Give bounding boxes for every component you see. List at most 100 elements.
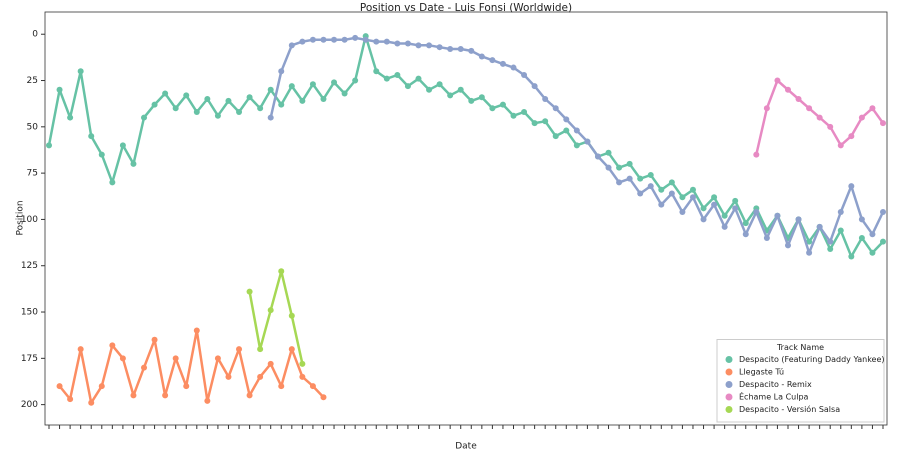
y-tick-label: 75 xyxy=(27,169,38,179)
point xyxy=(763,234,770,241)
point xyxy=(46,142,52,149)
point xyxy=(362,36,369,43)
point xyxy=(658,201,665,208)
point xyxy=(594,153,601,160)
series-line xyxy=(248,270,304,365)
point xyxy=(98,151,105,158)
point xyxy=(404,40,411,47)
point xyxy=(309,383,316,390)
y-tick-label: 0 xyxy=(32,30,38,40)
legend-label: Despacito - Remix xyxy=(739,380,812,389)
point xyxy=(510,112,517,119)
point xyxy=(309,36,316,43)
point xyxy=(172,355,179,362)
point xyxy=(616,179,623,186)
point xyxy=(436,44,443,51)
point xyxy=(67,114,74,121)
point xyxy=(288,83,295,90)
point xyxy=(373,38,380,45)
point xyxy=(267,307,274,314)
point xyxy=(499,60,506,67)
point xyxy=(816,114,823,121)
point xyxy=(426,42,433,49)
point xyxy=(848,183,855,190)
point xyxy=(806,105,813,112)
point xyxy=(447,92,454,99)
point xyxy=(573,142,580,149)
point xyxy=(236,109,243,116)
point xyxy=(193,109,200,116)
point xyxy=(478,53,485,60)
point xyxy=(468,97,475,104)
point xyxy=(415,42,422,49)
point xyxy=(415,75,422,82)
point xyxy=(225,373,232,380)
point xyxy=(563,116,570,123)
point xyxy=(341,36,348,43)
point xyxy=(331,79,338,86)
point xyxy=(563,127,570,134)
point xyxy=(521,109,528,116)
point xyxy=(278,268,285,275)
point xyxy=(151,101,158,108)
point xyxy=(489,57,496,64)
point xyxy=(426,86,433,93)
point xyxy=(162,90,169,97)
point xyxy=(711,194,718,201)
point xyxy=(56,383,63,390)
point xyxy=(478,94,485,101)
point xyxy=(162,392,169,399)
legend-box xyxy=(716,339,885,423)
point xyxy=(679,209,686,216)
point xyxy=(352,77,359,84)
point xyxy=(637,175,644,182)
point xyxy=(521,71,528,78)
point xyxy=(119,142,126,149)
point xyxy=(119,355,126,362)
point xyxy=(700,216,707,223)
point xyxy=(183,92,190,99)
point xyxy=(331,36,338,43)
point xyxy=(880,120,886,127)
point xyxy=(827,246,834,253)
legend-marker xyxy=(725,381,733,388)
point xyxy=(130,392,137,399)
point xyxy=(214,112,221,119)
point xyxy=(626,160,633,167)
y-tick-label: 125 xyxy=(21,261,38,271)
point xyxy=(267,114,274,121)
point xyxy=(679,194,686,201)
y-tick-label: 175 xyxy=(21,354,38,364)
point xyxy=(573,127,580,134)
point xyxy=(278,101,285,108)
point xyxy=(542,118,549,125)
legend-marker xyxy=(725,356,733,363)
point xyxy=(647,183,654,190)
plot-frame xyxy=(44,11,888,426)
point xyxy=(257,105,264,112)
point xyxy=(858,216,865,223)
point xyxy=(510,64,517,71)
point xyxy=(700,205,707,212)
y-tick-label: 25 xyxy=(27,76,38,86)
point xyxy=(689,186,696,193)
point xyxy=(246,392,253,399)
point xyxy=(689,194,696,201)
point xyxy=(721,212,728,219)
point xyxy=(784,86,791,93)
point xyxy=(288,312,295,319)
point xyxy=(732,205,739,212)
point xyxy=(468,47,475,54)
y-axis-label: Position xyxy=(16,200,26,235)
point xyxy=(637,190,644,197)
point xyxy=(584,138,591,145)
point xyxy=(668,190,675,197)
point xyxy=(278,383,285,390)
point xyxy=(299,360,306,367)
point xyxy=(88,133,95,140)
point xyxy=(806,238,813,245)
point xyxy=(394,40,401,47)
point xyxy=(141,364,148,371)
point xyxy=(774,212,781,219)
